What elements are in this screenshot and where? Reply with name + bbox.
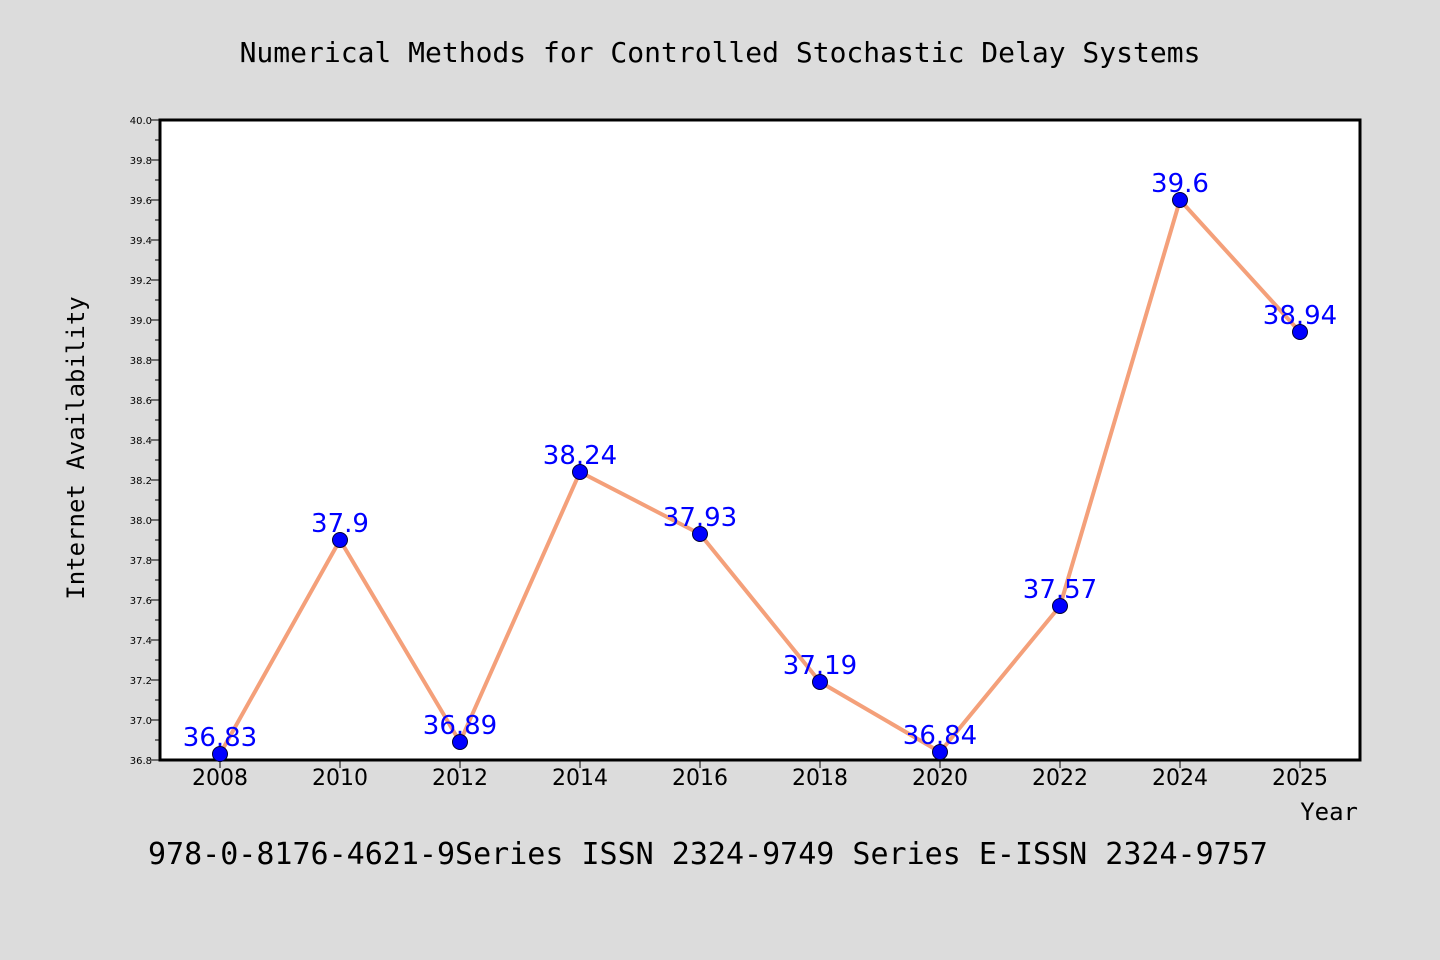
data-label: 36.89 — [423, 711, 497, 741]
series-layer: 36.83 37.9 36.89 38.24 37.93 37.19 36.84 37.57 3… — [183, 169, 1337, 762]
x-tick-label: 2008 — [192, 766, 248, 791]
y-tick-label: 37.4 — [130, 636, 152, 647]
x-tick-label: 2024 — [1152, 766, 1208, 791]
data-label: 38.24 — [543, 441, 617, 471]
series-line — [218, 198, 1302, 755]
y-tick-label: 39.2 — [130, 276, 152, 287]
data-point-marker — [1052, 598, 1068, 614]
y-axis: 36.8 37.0 37.2 37.4 37.6 37.8 38.0 38.2 38.4 38.6… — [130, 116, 160, 767]
footer-isbn-text: 978-0-8176-4621-9Series ISSN 2324-9749 S… — [148, 837, 1268, 872]
x-axis-label: Year — [1300, 798, 1358, 826]
x-tick-label: 2014 — [552, 766, 608, 791]
data-point-marker — [1172, 192, 1188, 208]
data-point-marker — [932, 744, 948, 760]
data-label: 36.83 — [183, 723, 257, 753]
chart-title: Numerical Methods for Controlled Stochas… — [240, 36, 1201, 69]
data-point-marker — [452, 734, 468, 750]
x-tick-label: 2010 — [312, 766, 368, 791]
y-tick-label: 39.4 — [130, 236, 152, 247]
y-tick-label: 37.6 — [130, 596, 152, 607]
data-label: 36.84 — [903, 721, 977, 751]
data-label: 37.19 — [783, 651, 857, 681]
y-tick-label: 38.2 — [130, 476, 152, 487]
y-tick-label: 38.0 — [130, 516, 152, 527]
y-tick-label: 37.8 — [130, 556, 152, 567]
data-point-marker — [812, 674, 828, 690]
y-tick-label: 38.4 — [130, 436, 152, 447]
data-point-marker — [572, 464, 588, 480]
data-label: 39.6 — [1151, 169, 1209, 199]
x-tick-label: 2025 — [1272, 766, 1328, 791]
data-label: 37.9 — [311, 509, 369, 539]
x-tick-label: 2022 — [1032, 766, 1088, 791]
y-tick-label: 37.0 — [130, 716, 152, 727]
y-tick-label: 37.2 — [130, 676, 152, 687]
data-point-marker — [1292, 324, 1308, 340]
data-point-marker — [692, 526, 708, 542]
x-tick-label: 2020 — [912, 766, 968, 791]
x-tick-label: 2016 — [672, 766, 728, 791]
data-label: 38.94 — [1263, 301, 1337, 331]
x-axis: 2008 2010 2012 2014 2016 2018 2020 2022 2024 2025 — [192, 760, 1328, 791]
y-tick-label: 38.6 — [130, 396, 152, 407]
plot-area — [158, 118, 1362, 762]
y-tick-label: 38.8 — [130, 356, 152, 367]
y-tick-label: 39.0 — [130, 316, 152, 327]
data-label: 37.57 — [1023, 575, 1097, 605]
y-tick-label: 39.6 — [130, 196, 152, 207]
y-axis-label: Internet Availability — [62, 296, 90, 599]
y-tick-label: 36.8 — [130, 756, 152, 767]
x-tick-label: 2012 — [432, 766, 488, 791]
y-tick-label: 39.8 — [130, 156, 152, 167]
x-tick-label: 2018 — [792, 766, 848, 791]
y-tick-label: 40.0 — [130, 116, 152, 127]
data-label: 37.93 — [663, 503, 737, 533]
data-point-marker — [332, 532, 348, 548]
data-point-marker — [212, 746, 228, 762]
